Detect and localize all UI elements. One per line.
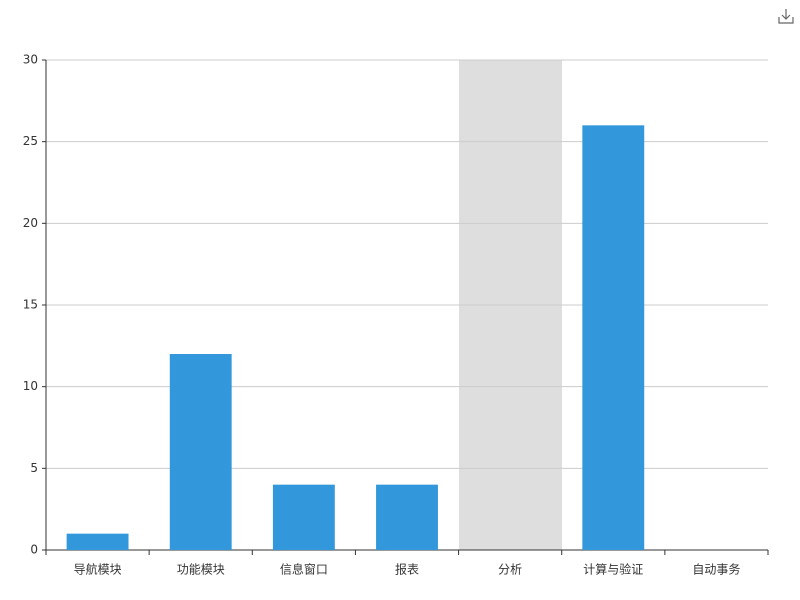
x-tick-label: 信息窗口 xyxy=(280,562,328,577)
bar xyxy=(66,533,129,550)
y-tick-label: 20 xyxy=(23,216,38,230)
x-tick-label: 报表 xyxy=(395,562,419,577)
y-tick-label: 10 xyxy=(23,379,38,393)
bar xyxy=(169,354,232,550)
x-tick-label: 导航模块 xyxy=(74,562,122,577)
y-tick-label: 5 xyxy=(30,461,38,475)
y-tick-label: 15 xyxy=(23,298,38,312)
bar xyxy=(272,484,335,550)
download-icon-arrow xyxy=(781,9,791,20)
download-button[interactable] xyxy=(778,9,794,24)
x-tick-label: 自动事务 xyxy=(692,562,740,577)
y-tick-label: 25 xyxy=(23,134,38,148)
bar xyxy=(376,484,438,550)
download-icon-tray xyxy=(778,17,794,24)
y-tick-label: 0 xyxy=(30,543,38,557)
x-tick-label: 功能模块 xyxy=(177,563,225,577)
bar xyxy=(582,125,645,550)
x-tick-label: 计算与验证 xyxy=(583,562,643,577)
y-tick-label: 30 xyxy=(23,53,38,67)
x-tick-label: 分析 xyxy=(498,563,522,577)
